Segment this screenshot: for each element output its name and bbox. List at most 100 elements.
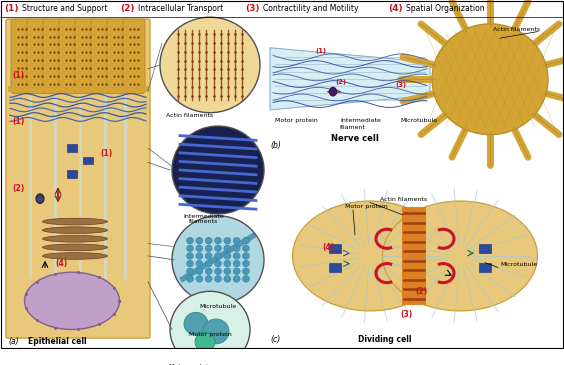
- Circle shape: [160, 17, 260, 113]
- Text: Microtubule: Microtubule: [500, 261, 537, 266]
- FancyBboxPatch shape: [107, 19, 129, 93]
- Circle shape: [233, 260, 240, 267]
- Text: Contractility and Motility: Contractility and Motility: [263, 4, 359, 13]
- Circle shape: [205, 276, 212, 282]
- Ellipse shape: [42, 244, 108, 251]
- Circle shape: [170, 291, 250, 365]
- Circle shape: [233, 237, 240, 244]
- Circle shape: [224, 260, 231, 267]
- Circle shape: [243, 260, 249, 267]
- Text: Spatial Organization: Spatial Organization: [406, 4, 484, 13]
- FancyBboxPatch shape: [11, 19, 33, 93]
- Circle shape: [224, 276, 231, 282]
- Circle shape: [196, 253, 203, 259]
- Circle shape: [214, 260, 222, 267]
- Text: Microtubule: Microtubule: [400, 118, 437, 123]
- FancyBboxPatch shape: [75, 19, 97, 93]
- Text: (c): (c): [270, 335, 280, 344]
- Text: (3): (3): [395, 82, 406, 88]
- Text: (2): (2): [335, 79, 346, 85]
- Circle shape: [205, 268, 212, 274]
- Circle shape: [224, 237, 231, 244]
- Bar: [67, 144, 77, 152]
- Text: Motor protein: Motor protein: [345, 204, 388, 209]
- Ellipse shape: [329, 87, 337, 96]
- Circle shape: [187, 245, 193, 251]
- Circle shape: [243, 253, 249, 259]
- Text: (3): (3): [245, 4, 259, 13]
- Text: Epithelial cell: Epithelial cell: [28, 337, 87, 346]
- Text: Microtubule: Microtubule: [200, 304, 236, 308]
- FancyBboxPatch shape: [59, 19, 81, 93]
- Circle shape: [233, 276, 240, 282]
- Ellipse shape: [36, 194, 44, 203]
- FancyBboxPatch shape: [43, 19, 65, 93]
- Text: Actin filaments: Actin filaments: [493, 27, 540, 31]
- Text: Intermediate: Intermediate: [340, 118, 381, 123]
- Text: Structure and Support: Structure and Support: [22, 4, 108, 13]
- Circle shape: [214, 245, 222, 251]
- Circle shape: [243, 276, 249, 282]
- Ellipse shape: [24, 272, 120, 330]
- Circle shape: [172, 126, 264, 214]
- FancyBboxPatch shape: [27, 19, 49, 93]
- Circle shape: [196, 260, 203, 267]
- Text: (3): (3): [400, 310, 412, 319]
- Ellipse shape: [293, 201, 447, 311]
- FancyBboxPatch shape: [91, 19, 113, 93]
- Circle shape: [214, 276, 222, 282]
- Circle shape: [432, 24, 548, 135]
- Text: Motor protein: Motor protein: [188, 333, 231, 337]
- Circle shape: [233, 245, 240, 251]
- Bar: [479, 243, 491, 253]
- Text: Motor protein: Motor protein: [275, 118, 318, 123]
- Text: (4): (4): [55, 258, 67, 268]
- Text: (4): (4): [388, 4, 403, 13]
- Ellipse shape: [42, 235, 108, 242]
- Ellipse shape: [42, 253, 108, 259]
- Text: Intermediate: Intermediate: [184, 214, 224, 219]
- Circle shape: [187, 253, 193, 259]
- Bar: [329, 243, 341, 253]
- Text: Actin filaments: Actin filaments: [380, 197, 427, 201]
- Circle shape: [233, 253, 240, 259]
- Circle shape: [214, 268, 222, 274]
- Text: filaments: filaments: [190, 219, 219, 224]
- Circle shape: [187, 237, 193, 244]
- Circle shape: [203, 319, 229, 344]
- Text: Actin filaments: Actin filaments: [166, 112, 214, 118]
- Bar: [479, 263, 491, 272]
- Circle shape: [187, 260, 193, 267]
- Circle shape: [187, 276, 193, 282]
- Text: (1): (1): [4, 4, 19, 13]
- Circle shape: [205, 245, 212, 251]
- Circle shape: [196, 237, 203, 244]
- Text: (1): (1): [12, 117, 24, 126]
- FancyBboxPatch shape: [6, 19, 150, 338]
- Text: (1): (1): [12, 71, 24, 80]
- Circle shape: [224, 268, 231, 274]
- Bar: [8, 86, 148, 91]
- Polygon shape: [270, 48, 430, 110]
- Circle shape: [196, 245, 203, 251]
- Circle shape: [205, 260, 212, 267]
- Text: (4): (4): [322, 243, 334, 252]
- Circle shape: [214, 237, 222, 244]
- Text: (b): (b): [270, 141, 281, 150]
- Circle shape: [172, 216, 264, 304]
- Circle shape: [214, 253, 222, 259]
- Circle shape: [243, 245, 249, 251]
- Circle shape: [224, 245, 231, 251]
- Circle shape: [196, 268, 203, 274]
- Text: (1): (1): [100, 149, 112, 158]
- Circle shape: [184, 312, 208, 335]
- Text: (2): (2): [120, 4, 134, 13]
- Circle shape: [205, 253, 212, 259]
- Circle shape: [243, 268, 249, 274]
- Bar: [67, 170, 77, 178]
- Text: (1): (1): [315, 47, 326, 54]
- Circle shape: [187, 268, 193, 274]
- Bar: [83, 157, 93, 164]
- Circle shape: [224, 253, 231, 259]
- Text: Nerve cell: Nerve cell: [331, 134, 379, 143]
